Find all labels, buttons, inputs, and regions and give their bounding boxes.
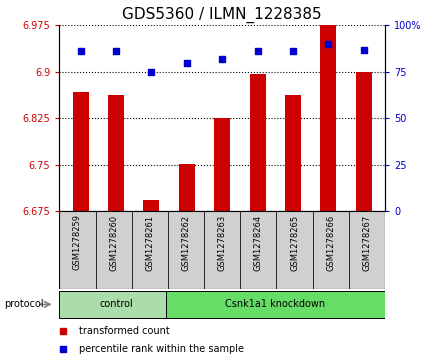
FancyBboxPatch shape	[204, 211, 240, 289]
Text: GSM1278266: GSM1278266	[326, 215, 335, 271]
FancyBboxPatch shape	[132, 211, 168, 289]
Text: GSM1278265: GSM1278265	[290, 215, 299, 270]
Point	[360, 47, 367, 53]
Bar	[320, 25, 336, 211]
Point	[325, 41, 332, 47]
Text: GSM1278262: GSM1278262	[182, 215, 191, 270]
Title: GDS5360 / ILMN_1228385: GDS5360 / ILMN_1228385	[122, 7, 322, 23]
Text: GSM1278267: GSM1278267	[363, 215, 371, 271]
FancyBboxPatch shape	[313, 211, 349, 289]
FancyBboxPatch shape	[349, 211, 385, 289]
Text: GSM1278259: GSM1278259	[73, 215, 82, 270]
Bar	[108, 95, 124, 211]
FancyBboxPatch shape	[59, 291, 172, 318]
FancyBboxPatch shape	[95, 211, 132, 289]
Text: Csnk1a1 knockdown: Csnk1a1 knockdown	[225, 299, 325, 309]
FancyBboxPatch shape	[240, 211, 276, 289]
Text: control: control	[99, 299, 133, 309]
Bar	[249, 74, 266, 211]
Bar	[285, 95, 301, 211]
Bar	[356, 72, 372, 211]
Text: GSM1278260: GSM1278260	[109, 215, 118, 270]
Point	[254, 49, 261, 54]
FancyBboxPatch shape	[59, 211, 95, 289]
FancyBboxPatch shape	[165, 291, 385, 318]
Point	[290, 49, 297, 54]
FancyBboxPatch shape	[276, 211, 313, 289]
Text: GSM1278264: GSM1278264	[254, 215, 263, 270]
Text: transformed count: transformed count	[79, 326, 170, 336]
Bar	[143, 200, 159, 211]
Point	[148, 69, 155, 75]
FancyBboxPatch shape	[168, 211, 204, 289]
Point	[113, 49, 120, 54]
Point	[219, 56, 226, 62]
Text: percentile rank within the sample: percentile rank within the sample	[79, 344, 244, 355]
Text: GSM1278263: GSM1278263	[218, 215, 227, 271]
Text: protocol: protocol	[4, 299, 44, 309]
Bar	[179, 164, 195, 211]
Point	[77, 49, 84, 54]
Bar	[214, 118, 230, 211]
Bar	[73, 92, 88, 211]
Point	[183, 60, 191, 65]
Text: GSM1278261: GSM1278261	[145, 215, 154, 270]
